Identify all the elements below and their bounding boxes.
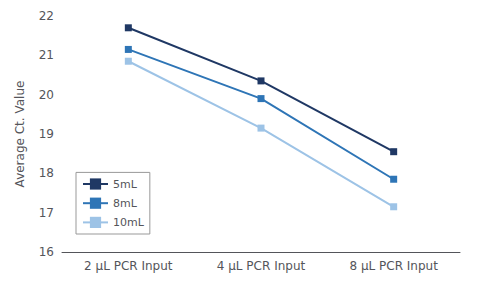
svg-text:10mL: 10mL [113,216,145,229]
svg-text:2 μL PCR Input: 2 μL PCR Input [84,259,173,273]
svg-text:Average Ct. Value: Average Ct. Value [13,81,27,188]
svg-text:17: 17 [39,206,54,220]
svg-text:8mL: 8mL [113,197,138,210]
svg-text:18: 18 [39,166,54,180]
svg-text:21: 21 [39,48,54,62]
svg-text:19: 19 [39,127,54,141]
svg-text:8 μL PCR Input: 8 μL PCR Input [349,259,438,273]
svg-text:22: 22 [39,9,54,23]
svg-text:5mL: 5mL [113,178,138,191]
svg-text:4 μL PCR Input: 4 μL PCR Input [217,259,306,273]
svg-text:20: 20 [39,88,54,102]
svg-text:16: 16 [39,245,54,259]
